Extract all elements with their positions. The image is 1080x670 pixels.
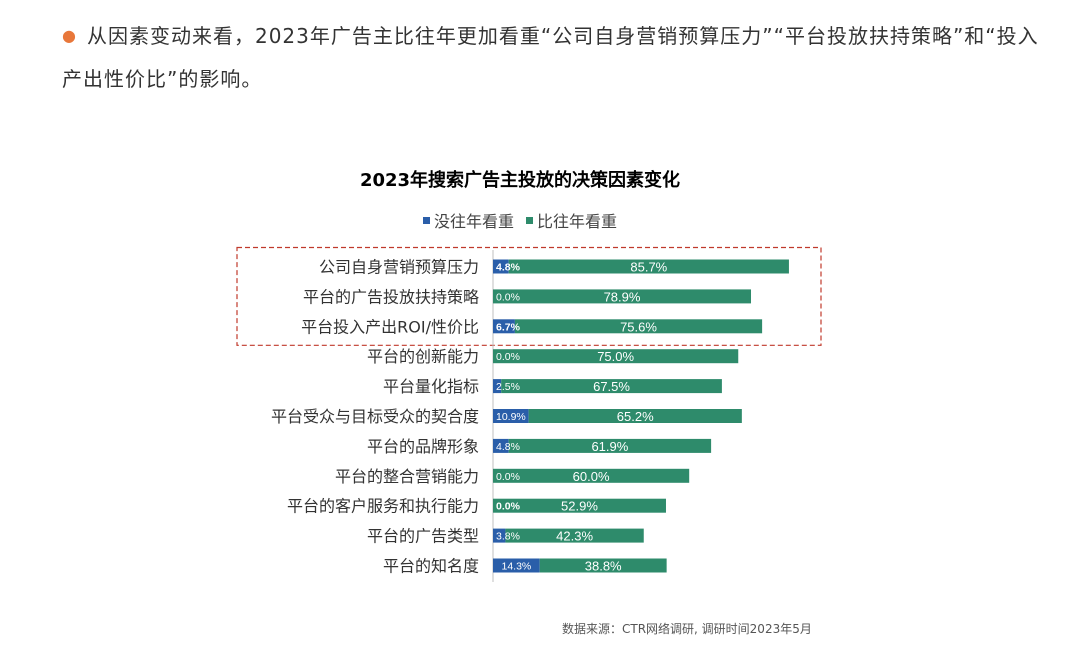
legend-item-no-change: 没往年看重 — [422, 208, 514, 232]
highlight-box — [236, 246, 822, 346]
intro-paragraph: ● 从因素变动来看，2023年广告主比往年更加看重“公司自身营销预算压力”“平台投… — [62, 14, 1042, 101]
data-label-no-change: 2.5% — [496, 381, 520, 393]
bar-more — [493, 289, 752, 304]
data-label-no-change: 14.3% — [501, 561, 531, 573]
category-label: 平台的整合营销能力 — [335, 467, 479, 486]
bar-more — [539, 558, 667, 573]
intro-text: 从因素变动来看，2023年广告主比往年更加看重“公司自身营销预算压力”“平台投放… — [62, 24, 1039, 91]
bar-more — [514, 319, 763, 334]
chart-legend: 没往年看重 比往年看重 — [0, 208, 1040, 232]
data-label-no-change: 6.7% — [496, 321, 521, 333]
bar-no-change — [493, 319, 515, 334]
data-label-more: 52.9% — [561, 499, 598, 514]
bar-more — [505, 528, 644, 543]
data-label-no-change: 4.8% — [496, 262, 521, 274]
bar-no-change — [493, 259, 509, 274]
category-label: 平台的广告投放扶持策略 — [303, 287, 479, 306]
bar-more — [508, 259, 789, 274]
bar-more — [493, 468, 690, 483]
data-label-no-change: 0.0% — [496, 291, 520, 303]
data-label-no-change: 0.0% — [496, 351, 520, 363]
category-label: 平台的品牌形象 — [367, 437, 479, 456]
data-label-more: 78.9% — [604, 289, 641, 304]
category-label: 平台量化指标 — [383, 377, 479, 396]
legend-label-no-change: 没往年看重 — [433, 212, 514, 231]
legend-swatch-more — [526, 216, 533, 224]
legend-swatch-no-change — [422, 216, 430, 224]
data-label-more: 85.7% — [630, 260, 667, 275]
bar-more — [508, 438, 712, 453]
bar-no-change — [493, 379, 502, 394]
bullet-icon: ● — [62, 26, 77, 45]
bar-more — [493, 498, 666, 513]
data-label-more: 75.6% — [620, 319, 657, 334]
data-label-more: 42.3% — [556, 529, 593, 544]
chart-title: 2023年搜索广告主投放的决策因素变化 — [359, 170, 681, 191]
legend-label-more: 比往年看重 — [537, 212, 618, 231]
category-label: 平台受众与目标受众的契合度 — [271, 407, 479, 426]
data-label-more: 75.0% — [597, 349, 634, 364]
data-label-more: 67.5% — [593, 379, 630, 394]
category-label: 平台的广告类型 — [367, 527, 479, 546]
legend-item-more: 比往年看重 — [526, 208, 617, 232]
bar-no-change — [493, 438, 509, 453]
data-label-no-change: 3.8% — [496, 531, 520, 543]
data-label-no-change: 0.0% — [496, 471, 520, 483]
category-label: 公司自身营销预算压力 — [319, 258, 479, 277]
bar-more — [501, 379, 722, 394]
data-label-no-change: 0.0% — [496, 501, 521, 513]
data-label-more: 61.9% — [591, 439, 628, 454]
data-label-more: 65.2% — [617, 409, 654, 424]
category-label: 平台投入产出ROI/性价比 — [301, 317, 479, 336]
category-label: 平台的客户服务和执行能力 — [287, 497, 479, 516]
data-label-no-change: 10.9% — [496, 411, 526, 423]
bar-no-change — [493, 409, 529, 423]
category-label: 平台的知名度 — [383, 557, 479, 576]
bar-more — [528, 409, 742, 423]
data-label-no-change: 4.8% — [496, 441, 520, 453]
bar-more — [493, 349, 739, 364]
data-label-more: 38.8% — [585, 559, 622, 574]
bar-no-change — [493, 558, 540, 573]
bar-no-change — [493, 528, 506, 543]
category-label: 平台的创新能力 — [367, 347, 479, 366]
data-label-more: 60.0% — [573, 469, 610, 484]
source-note: 数据来源：CTR网络调研, 调研时间2023年5月 — [562, 622, 812, 636]
